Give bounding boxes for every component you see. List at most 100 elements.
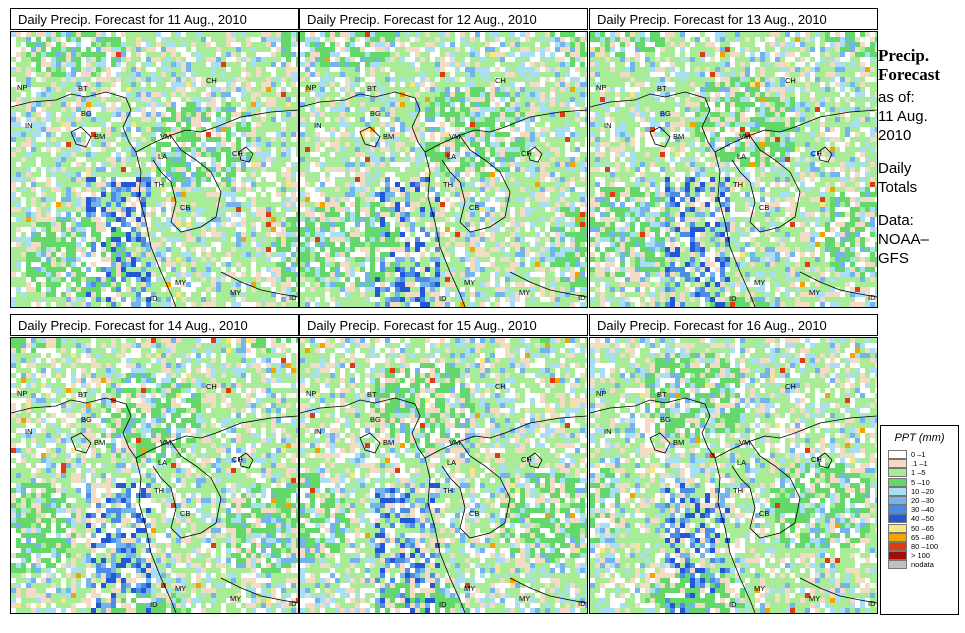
precip-cell (206, 267, 211, 272)
precip-cell (266, 167, 271, 172)
precip-cell (525, 62, 530, 67)
precip-cell (510, 127, 515, 132)
precip-cell (325, 182, 330, 187)
precip-cell (106, 172, 111, 177)
precip-cell (291, 207, 296, 212)
precip-cell (126, 232, 131, 237)
precip-cell (256, 52, 261, 57)
precip-cell (425, 152, 430, 157)
precip-cell (271, 127, 276, 132)
precip-cell (26, 192, 31, 197)
precip-cell (550, 167, 555, 172)
precip-cell (355, 37, 360, 42)
precip-cell (470, 132, 475, 137)
precip-cell (445, 117, 450, 122)
precip-cell (206, 297, 211, 302)
precip-cell (71, 82, 76, 87)
precip-cell (201, 217, 206, 222)
precip-cell (36, 127, 41, 132)
precip-cell (136, 57, 141, 62)
precip-cell (490, 112, 495, 117)
precip-cell (555, 37, 560, 42)
precip-cell (520, 82, 525, 87)
precip-cell (535, 117, 540, 122)
precip-cell (26, 72, 31, 77)
precip-cell (211, 192, 216, 197)
precip-cell (206, 282, 211, 287)
precip-cell (71, 122, 76, 127)
precip-cell (61, 282, 66, 287)
precip-cell (41, 272, 46, 277)
precip-cell (231, 142, 236, 147)
precip-cell (81, 267, 86, 272)
precip-cell (585, 127, 587, 132)
precip-cell (176, 167, 181, 172)
precip-cell (291, 147, 296, 152)
precip-cell (246, 162, 251, 167)
precip-cell (291, 252, 296, 257)
precip-cell (201, 252, 206, 257)
precip-cell (495, 77, 500, 82)
precip-cell (131, 237, 136, 242)
panel-title: Daily Precip. Forecast for 11 Aug., 2010 (10, 8, 299, 30)
precip-cell (196, 272, 201, 277)
precip-cell (570, 132, 575, 137)
precip-cell (231, 57, 236, 62)
precip-cell (86, 217, 91, 222)
precip-cell (176, 277, 181, 282)
precip-cell (580, 137, 585, 142)
precip-cell (560, 152, 565, 157)
precip-cell (16, 267, 21, 272)
precip-cell (555, 52, 560, 57)
precip-cell (340, 52, 345, 57)
precip-cell (380, 82, 385, 87)
precip-cell (226, 132, 231, 137)
precip-cell (281, 97, 286, 102)
precip-cell (66, 177, 71, 182)
precip-cell (241, 132, 246, 137)
precip-cell (146, 282, 151, 287)
precip-cell (241, 257, 246, 262)
precip-cell (46, 297, 51, 302)
precip-cell (450, 177, 455, 182)
precip-cell (360, 112, 365, 117)
precip-cell (76, 207, 81, 212)
precip-cell (236, 92, 241, 97)
precip-cell (375, 112, 380, 117)
precip-cell (91, 117, 96, 122)
precip-cell (51, 32, 56, 37)
precip-cell (51, 52, 56, 57)
precip-cell (495, 107, 500, 112)
precip-cell (231, 147, 236, 152)
precip-cell (201, 212, 206, 217)
precip-cell (420, 112, 425, 117)
precip-cell (226, 47, 231, 52)
precip-cell (181, 117, 186, 122)
precip-cell (520, 172, 525, 177)
precip-cell (565, 147, 570, 152)
precip-cell (560, 87, 565, 92)
precip-cell (146, 97, 151, 102)
precip-cell (291, 267, 296, 272)
precip-cell (231, 227, 236, 232)
precip-cell (480, 177, 485, 182)
precip-cell (550, 67, 555, 72)
precip-cell (286, 42, 291, 47)
precip-cell (296, 212, 298, 217)
precip-cell (101, 37, 106, 42)
precip-cell (246, 117, 251, 122)
precip-cell (335, 52, 340, 57)
precip-cell (31, 117, 36, 122)
precip-cell (286, 127, 291, 132)
precip-cell (320, 37, 325, 42)
precip-cell (475, 47, 480, 52)
precip-cell (335, 152, 340, 157)
precip-cell (475, 147, 480, 152)
precip-cell (206, 47, 211, 52)
precip-cell (555, 62, 560, 67)
precip-cell (420, 167, 425, 172)
precip-cell (560, 102, 565, 107)
precip-cell (271, 167, 276, 172)
precip-cell (261, 287, 266, 292)
precip-cell (395, 162, 400, 167)
